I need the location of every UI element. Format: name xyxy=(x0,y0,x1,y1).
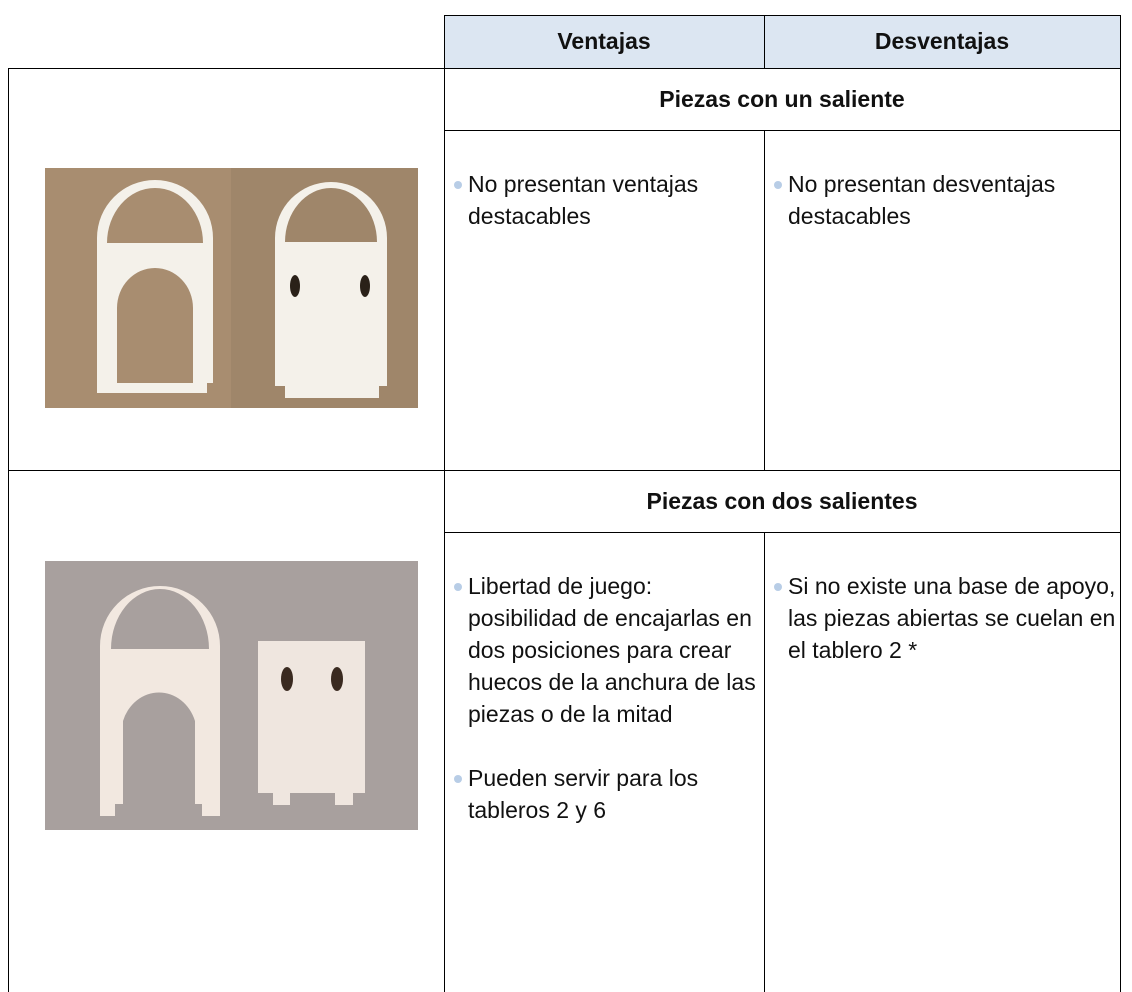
border xyxy=(764,15,765,68)
cell: No presentan ventajas destacables xyxy=(452,168,760,264)
header-cell: Desventajas xyxy=(764,15,1120,68)
section-title: Piezas con dos salientes xyxy=(444,470,1120,532)
border xyxy=(8,68,1121,69)
border xyxy=(444,15,445,992)
list-item: No presentan ventajas destacables xyxy=(452,168,760,232)
list: No presentan desventajas destacables xyxy=(772,168,1118,232)
header-text: Desventajas xyxy=(874,28,1010,54)
border xyxy=(764,130,765,470)
photo xyxy=(45,561,418,830)
section-title-text: Piezas con un saliente xyxy=(659,85,905,112)
cell: No presentan desventajas destacables xyxy=(772,168,1118,264)
list-item: Pueden servir para los tableros 2 y 6 xyxy=(452,762,760,826)
list-item: Si no existe una base de apoyo, las piez… xyxy=(772,570,1118,666)
cell: Libertad de juego: posibilidad de encaja… xyxy=(452,570,760,858)
header-text: Ventajas xyxy=(557,28,651,54)
list: Libertad de juego: posibilidad de encaja… xyxy=(452,570,760,826)
border xyxy=(1120,15,1121,992)
photo xyxy=(45,168,418,408)
list-item: Libertad de juego: posibilidad de encaja… xyxy=(452,570,760,730)
border xyxy=(444,15,1121,16)
border xyxy=(444,130,1121,131)
header-cell: Ventajas xyxy=(444,15,764,68)
border xyxy=(444,532,1121,533)
list: No presentan ventajas destacables xyxy=(452,168,760,232)
cell: Si no existe una base de apoyo, las piez… xyxy=(772,570,1118,698)
list-item: No presentan desventajas destacables xyxy=(772,168,1118,232)
section-title: Piezas con un saliente xyxy=(444,68,1120,130)
border xyxy=(8,470,1121,471)
list: Si no existe una base de apoyo, las piez… xyxy=(772,570,1118,666)
border xyxy=(8,68,9,992)
border xyxy=(764,532,765,992)
section-title-text: Piezas con dos salientes xyxy=(646,487,918,514)
